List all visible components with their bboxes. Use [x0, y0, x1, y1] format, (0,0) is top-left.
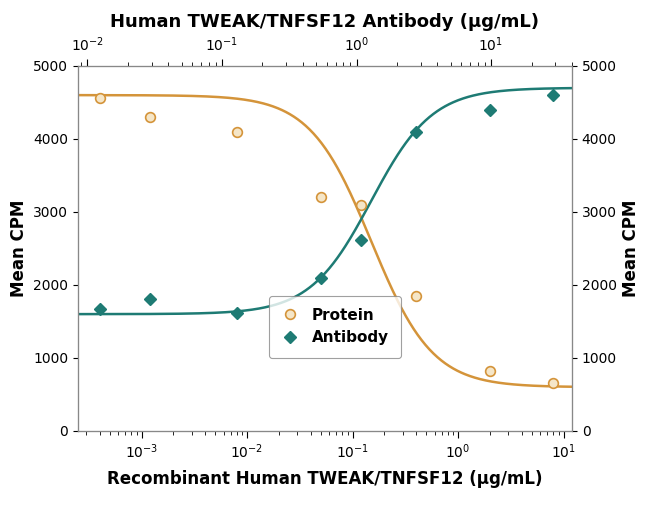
- Protein: [317, 194, 325, 200]
- Protein: [96, 95, 103, 101]
- Antibody: [357, 237, 365, 243]
- Antibody: [412, 129, 420, 135]
- X-axis label: Human TWEAK/TNFSF12 Antibody (μg/mL): Human TWEAK/TNFSF12 Antibody (μg/mL): [111, 13, 540, 31]
- Y-axis label: Mean CPM: Mean CPM: [623, 200, 640, 297]
- Y-axis label: Mean CPM: Mean CPM: [10, 200, 27, 297]
- Protein: [486, 368, 494, 374]
- Antibody: [317, 275, 325, 281]
- Antibody: [549, 92, 557, 98]
- Protein: [357, 202, 365, 208]
- Antibody: [96, 306, 103, 312]
- Line: Protein: Protein: [95, 93, 558, 388]
- Protein: [412, 293, 420, 299]
- Protein: [549, 380, 557, 386]
- Antibody: [233, 310, 240, 316]
- Protein: [233, 129, 240, 135]
- Antibody: [146, 296, 154, 302]
- Line: Antibody: Antibody: [95, 91, 558, 317]
- Protein: [146, 114, 154, 120]
- Antibody: [486, 106, 494, 113]
- Legend: Protein, Antibody: Protein, Antibody: [269, 296, 401, 357]
- X-axis label: Recombinant Human TWEAK/TNFSF12 (μg/mL): Recombinant Human TWEAK/TNFSF12 (μg/mL): [107, 469, 543, 488]
